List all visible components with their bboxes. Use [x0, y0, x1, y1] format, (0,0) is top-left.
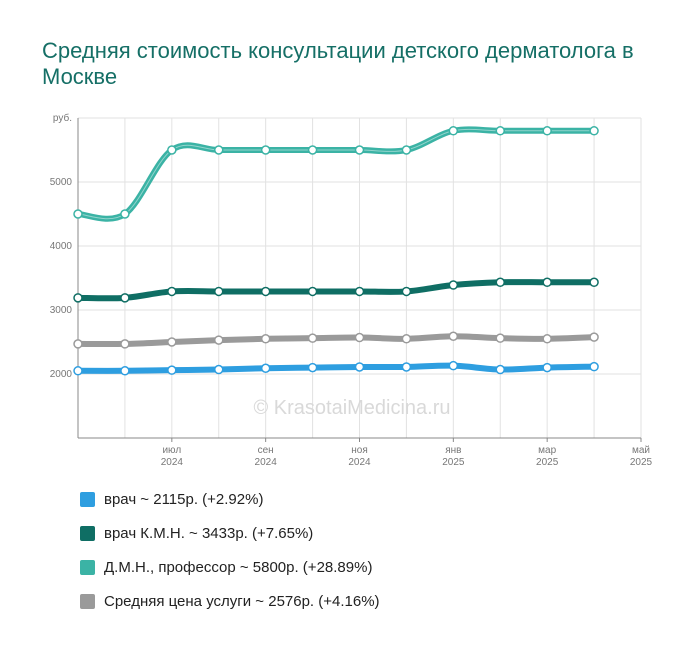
data-point: [542, 334, 552, 344]
legend-item-candidate[interactable]: врач К.М.Н. ~ 3433р. (+7.65%): [80, 516, 380, 550]
data-point: [214, 364, 224, 375]
y-tick-label: 4000: [50, 241, 73, 252]
data-point: [120, 339, 130, 349]
x-tick-label-month: ноя: [351, 445, 368, 456]
series-line: [75, 126, 598, 222]
data-point: [495, 364, 505, 375]
data-point: [167, 286, 177, 297]
data-point: [73, 366, 83, 376]
legend-label: врач ~ 2115р. (+2.92%): [104, 490, 264, 508]
x-tick-label-month: янв: [445, 445, 461, 456]
data-point: [354, 286, 365, 297]
data-point: [542, 362, 552, 373]
legend-item-professor[interactable]: Д.М.Н., профессор ~ 5800р. (+28.89%): [80, 550, 380, 584]
data-point: [354, 145, 365, 155]
data-point: [260, 286, 271, 297]
data-point: [589, 361, 599, 372]
x-tick-label-month: мар: [538, 445, 556, 456]
legend-label: Д.М.Н., профессор ~ 5800р. (+28.89%): [104, 558, 373, 576]
x-tick-label-year: 2025: [442, 457, 465, 468]
x-tick-label-month: июл: [162, 445, 181, 456]
data-point: [448, 360, 459, 371]
data-point: [214, 335, 224, 345]
data-point: [354, 362, 365, 372]
data-point: [401, 362, 412, 372]
legend: врач ~ 2115р. (+2.92%) врач К.М.Н. ~ 343…: [80, 482, 380, 618]
data-point: [448, 331, 459, 341]
data-point: [167, 337, 177, 347]
series-line: [75, 362, 598, 374]
data-point: [214, 286, 224, 297]
data-point: [448, 280, 459, 290]
data-point: [307, 286, 318, 297]
legend-label: врач К.М.Н. ~ 3433р. (+7.65%): [104, 524, 314, 542]
legend-item-average[interactable]: Средняя цена услуги ~ 2576р. (+4.16%): [80, 584, 380, 618]
x-tick-label-year: 2024: [161, 457, 184, 468]
legend-swatch: [80, 559, 95, 575]
data-point: [448, 126, 459, 136]
watermark-text: © KrasotaiMedicina.ru: [253, 397, 450, 419]
data-point: [542, 277, 552, 288]
data-point: [120, 366, 130, 376]
data-point: [73, 209, 83, 219]
data-point: [120, 293, 130, 303]
data-point: [354, 332, 365, 343]
data-point: [307, 145, 318, 155]
data-point: [589, 277, 599, 288]
data-point: [495, 126, 505, 136]
legend-item-doctor[interactable]: врач ~ 2115р. (+2.92%): [80, 482, 380, 516]
data-point: [307, 333, 318, 343]
data-point: [167, 365, 177, 375]
legend-swatch: [80, 593, 95, 609]
series-врач: [73, 360, 599, 376]
y-tick-label: 3000: [50, 305, 73, 316]
data-point: [589, 126, 599, 136]
data-point: [542, 126, 552, 136]
data-point: [401, 334, 412, 344]
x-tick-label-month: сен: [258, 445, 274, 456]
data-point: [120, 209, 130, 219]
series-Средняя цена услуги: [73, 331, 599, 349]
data-point: [307, 362, 318, 373]
data-point: [589, 332, 599, 342]
x-tick-label-year: 2025: [630, 457, 653, 468]
chart-title: Средняя стоимость консультации детского …: [42, 38, 634, 89]
data-point: [401, 145, 412, 155]
data-point: [495, 333, 505, 343]
legend-swatch: [80, 491, 95, 507]
data-point: [260, 334, 271, 344]
y-tick-label: 5000: [50, 177, 73, 188]
data-point: [260, 145, 271, 155]
data-point: [260, 363, 271, 373]
series-line: [75, 279, 598, 302]
data-point: [167, 145, 177, 155]
series-Д.М.Н., профессор: [73, 126, 599, 222]
data-point: [73, 339, 83, 349]
data-point: [401, 286, 412, 297]
x-tick-label-year: 2025: [536, 457, 559, 468]
data-point: [214, 145, 224, 155]
y-tick-label: руб.: [53, 112, 72, 124]
data-point: [73, 293, 83, 303]
series-line: [75, 333, 598, 348]
data-point: [495, 277, 505, 288]
x-tick-label-year: 2024: [255, 457, 278, 468]
legend-label: Средняя цена услуги ~ 2576р. (+4.16%): [104, 592, 380, 610]
x-tick-label-year: 2024: [348, 457, 371, 468]
series-врач К.М.Н.: [73, 277, 599, 303]
line-chart: руб.5000400030002000июл2024сен2024ноя202…: [50, 112, 653, 468]
x-tick-label-month: май: [632, 445, 650, 456]
y-tick-label: 2000: [50, 369, 73, 380]
legend-swatch: [80, 525, 95, 541]
